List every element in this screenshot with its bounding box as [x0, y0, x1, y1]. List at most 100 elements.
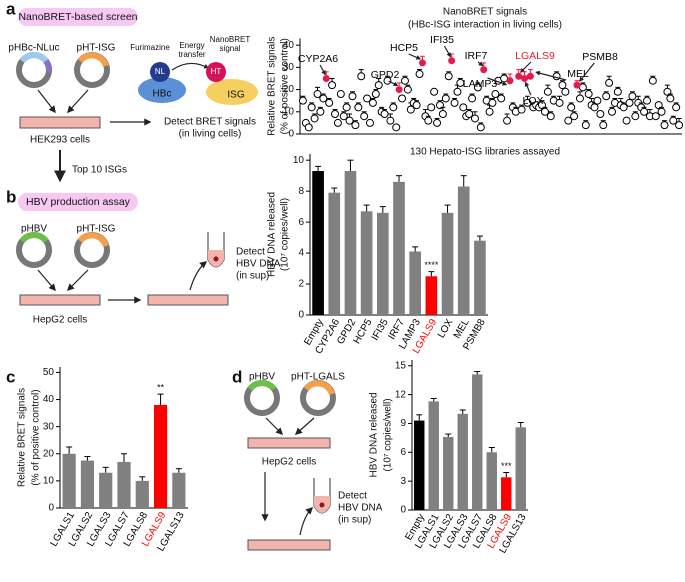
detect-label: (in living cells)	[179, 129, 242, 140]
plasmid-label: pHBV	[249, 372, 275, 383]
point	[473, 83, 482, 92]
bar	[376, 212, 389, 315]
significance: ****	[424, 260, 439, 270]
point	[298, 96, 307, 105]
point	[605, 78, 614, 87]
detect-label: HBV DNA	[338, 503, 383, 514]
point	[403, 85, 412, 94]
y-tick-label: 40	[283, 40, 295, 51]
point	[392, 123, 401, 132]
label-arrow	[524, 81, 532, 96]
transfer-label: Energy	[179, 41, 204, 50]
point	[515, 72, 523, 80]
bar	[428, 401, 439, 510]
y-tick-label: 10	[283, 106, 295, 117]
panel-label: a	[6, 0, 16, 18]
arrow	[37, 89, 56, 114]
point	[590, 103, 599, 112]
point	[468, 94, 477, 103]
point	[672, 103, 681, 112]
point	[448, 57, 456, 65]
cells-label: HepG2 cells	[262, 457, 316, 468]
label-arrow	[388, 80, 399, 87]
point	[613, 87, 622, 96]
plasmid-insert	[19, 232, 49, 244]
point	[543, 87, 552, 96]
point	[348, 92, 357, 101]
bar	[360, 211, 373, 315]
point	[354, 103, 363, 112]
x-tick-label: IFI35	[370, 317, 391, 343]
point	[643, 96, 652, 105]
pill-text: NanoBRET-based screen	[18, 11, 137, 23]
arrow	[171, 62, 209, 71]
plasmid-label: pHBc-NLuc	[8, 43, 59, 54]
point-label: IFI35	[430, 34, 454, 46]
point	[648, 76, 657, 85]
isg-label: ISG	[227, 90, 244, 101]
point	[307, 103, 316, 112]
y-axis-label: (% of positive control)	[280, 38, 291, 134]
point	[386, 116, 395, 125]
bar	[501, 477, 512, 510]
y-axis-label: HBV DNA released	[267, 192, 278, 277]
point	[608, 107, 617, 116]
point	[628, 92, 637, 101]
point	[564, 116, 573, 125]
cells-label: HepG2 cells	[33, 315, 87, 326]
arrow	[294, 417, 315, 435]
significance: **	[157, 382, 165, 392]
point-label: LGALS9	[515, 50, 555, 62]
point	[666, 94, 675, 103]
point	[567, 103, 576, 112]
label-arrow	[408, 53, 422, 60]
y-tick-label: 6	[400, 447, 406, 458]
point	[330, 110, 339, 119]
bar	[393, 181, 405, 315]
point	[459, 103, 468, 112]
point	[476, 123, 485, 132]
detect-label: Detect	[236, 247, 265, 258]
point	[450, 98, 459, 107]
point	[328, 81, 337, 90]
y-tick-label: 9	[400, 418, 406, 429]
tube-dot	[319, 502, 325, 508]
point-label: HCP5	[390, 42, 418, 54]
y-tick-label: 40	[43, 394, 55, 405]
plasmid-label: pHT-LGALS	[291, 372, 345, 383]
bar	[80, 460, 95, 508]
plasmid-insert	[77, 52, 109, 68]
x-axis-label: 130 Hepato-ISG libraries assayed	[410, 147, 560, 158]
point	[365, 118, 374, 127]
point-label: LAMP3	[463, 78, 498, 90]
y-tick-label: 10	[293, 155, 305, 166]
label-arrow	[579, 62, 595, 82]
point	[418, 59, 426, 67]
y-tick-label: 10	[43, 476, 55, 487]
point	[465, 110, 474, 119]
signal-label: NanoBRET	[210, 35, 251, 44]
chart-title: (HBc-ISG interaction in living cells)	[408, 20, 562, 31]
point	[412, 101, 421, 110]
point	[438, 110, 447, 119]
point	[485, 107, 494, 116]
point	[573, 81, 581, 89]
point	[622, 116, 631, 125]
plasmid-insert	[77, 232, 109, 248]
point	[325, 98, 334, 107]
point	[631, 112, 640, 121]
point	[368, 98, 377, 107]
point	[371, 90, 380, 99]
point	[546, 112, 555, 121]
point-label: IRF7	[465, 50, 488, 62]
point	[453, 87, 462, 96]
diagram-a: NanoBRET-based screen pHBc-NLuc pHT-ISG …	[8, 8, 258, 183]
point	[441, 94, 450, 103]
y-tick-label: 0	[288, 129, 294, 140]
point	[400, 76, 409, 85]
point	[651, 112, 660, 121]
point	[581, 121, 590, 130]
cells-label: HEK293 cells	[30, 135, 90, 146]
point	[380, 110, 389, 119]
